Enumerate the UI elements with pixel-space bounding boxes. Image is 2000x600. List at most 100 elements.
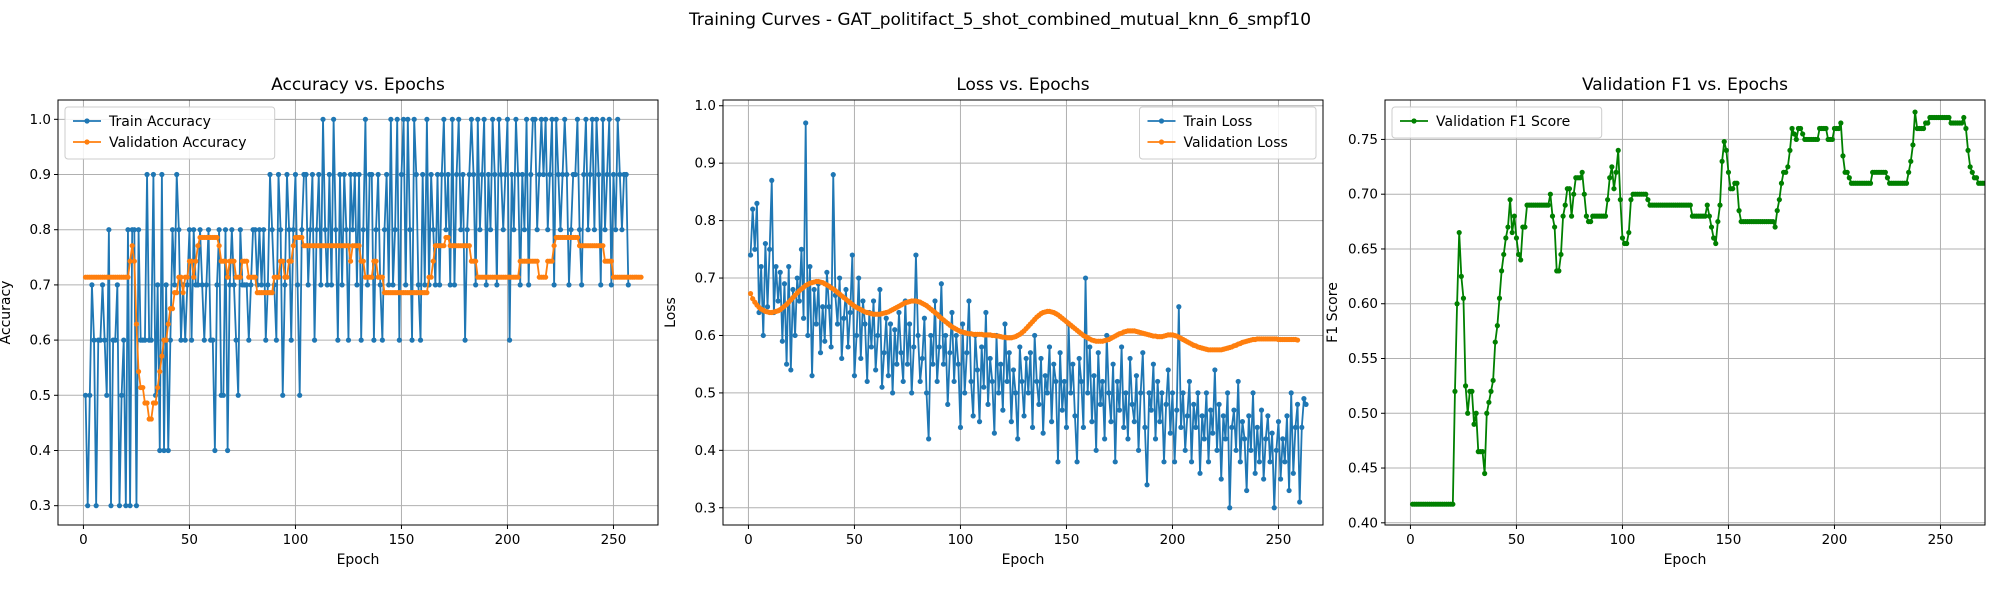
chart-1-series-0-point [1072, 413, 1078, 419]
chart-0-series-0-point [613, 227, 619, 233]
chart-0-series-0-point [602, 227, 608, 233]
chart-1-series-0-point [887, 321, 894, 327]
chart-1-series-0-point [1199, 413, 1205, 419]
chart-0-series-0-point [150, 171, 157, 178]
chart-0-series-0-point [485, 171, 491, 178]
chart-0-series-1-point [608, 258, 614, 264]
chart-2-series-0-point [1967, 164, 1973, 170]
chart-0-series-0-point [93, 503, 99, 509]
chart-0-series-1-point [534, 258, 540, 264]
chart-2-series-0-point [1969, 169, 1975, 175]
chart-2-series-0-point [1725, 169, 1732, 175]
chart-2-series-0-point [1492, 339, 1498, 345]
chart-1-series-0-point [1231, 407, 1237, 413]
chart-2-series-0-point [1503, 235, 1509, 241]
chart-1-series-0-point [981, 384, 987, 390]
chart-0-series-0-point [381, 227, 388, 233]
chart-1-series-0-point [747, 252, 754, 258]
chart-0-series-0-point [176, 227, 182, 233]
chart-0-series-0-point [547, 171, 553, 178]
chart-0-series-1-point [165, 321, 171, 327]
chart-0-series-0-point [265, 282, 271, 288]
chart-0-series-0-point [439, 171, 445, 178]
chart-1-series-0-point [873, 367, 879, 373]
chart-0-series-0-point [358, 337, 364, 343]
loss-chart: Loss vs. Epochs 0 50 100 150 200 250 0.3 0.4 0.5 0… [663, 75, 1324, 568]
chart-0-series-0-point [106, 227, 112, 233]
chart-0-y-tick-label: 0.9 [30, 167, 51, 183]
chart-0-series-1-point [131, 258, 137, 264]
chart-2-series-0-point [1844, 169, 1850, 175]
chart-0-series-1-point [169, 306, 176, 312]
chart-0-series-0-point [509, 171, 515, 178]
chart-0-series-0-point [169, 227, 176, 233]
chart-2-series-0-point [1838, 120, 1844, 126]
chart-2-x-tick-label: 0 [1406, 532, 1415, 548]
chart-1-series-0-point [1224, 390, 1231, 396]
chart-0-series-0-point [468, 116, 475, 122]
chart-1-series-0-point [1216, 401, 1222, 407]
chart-0-series-0-point [400, 116, 407, 122]
chart-0-series-1-point [600, 243, 606, 249]
chart-0-series-0-point [451, 282, 458, 288]
chart-0-series-0-point [390, 282, 396, 288]
chart-2-series-0-point [1624, 240, 1630, 247]
chart-0-series-0-point [591, 227, 598, 233]
chart-0-series-0-point [333, 227, 339, 233]
chart-2-series-0-point [1982, 180, 1985, 186]
chart-0-legend-label: Train Accuracy [108, 114, 211, 130]
chart-0-series-1-point [441, 243, 447, 249]
chart-0-legend-box [64, 106, 276, 160]
chart-1-series-0-point [934, 378, 940, 385]
chart-2-series-0-point [1460, 295, 1467, 301]
chart-1-series-0-point [974, 367, 981, 373]
chart-0-series-0-point [519, 171, 525, 178]
chart-0-series-0-point [345, 337, 352, 343]
chart-0-series-0-point [553, 116, 559, 122]
chart-1-series-0-point [762, 240, 769, 247]
chart-1-series-0-point [1214, 447, 1220, 453]
chart-1-series-0-point [1055, 459, 1061, 465]
chart-0-series-0-point [159, 171, 165, 178]
chart-0-series-1-point [133, 321, 140, 327]
chart-0-series-0-point [608, 282, 614, 288]
chart-0-series-1-point [214, 234, 220, 241]
chart-0-series-0-point [409, 337, 415, 343]
chart-1-x-tick-label: 200 [1160, 532, 1186, 548]
chart-0-series-1-point [515, 274, 521, 280]
chart-0-series-0-point [411, 116, 417, 122]
chart-1-series-0-point [1235, 378, 1241, 385]
chart-0-series-0-point [220, 392, 226, 398]
chart-1-series-0-point [1265, 413, 1271, 419]
chart-0-series-0-point [559, 171, 566, 178]
chart-0-series-0-point [119, 392, 125, 398]
chart-1-series-0-point [1191, 401, 1197, 407]
chart-0-series-0-point [273, 337, 279, 343]
chart-0-series-0-point [102, 337, 108, 343]
chart-1-series-0-point [932, 298, 938, 304]
chart-1-series-0-point [870, 298, 877, 304]
chart-0-y-tick-label: 0.4 [30, 443, 51, 459]
chart-2-series-0-point [1513, 235, 1520, 241]
chart-1-series-0-point [1248, 447, 1254, 453]
chart-1-series-0-point [951, 378, 957, 385]
chart-0-series-0-point [299, 227, 305, 233]
chart-1-series-0-point [1015, 436, 1021, 442]
chart-1-series-0-point [1280, 436, 1286, 442]
chart-2-series-0-point [1961, 114, 1967, 121]
chart-1-series-0-point [1273, 447, 1279, 453]
chart-0-series-0-point [572, 171, 578, 178]
chart-0-series-0-point [133, 503, 140, 509]
chart-1-series-0-point [1017, 344, 1023, 350]
chart-0-series-0-point [583, 116, 589, 122]
chart-0-series-0-point [502, 171, 508, 178]
chart-0-series-0-point [339, 282, 345, 288]
chart-1-legend-marker [1158, 139, 1165, 145]
chart-0-series-0-point [362, 116, 369, 122]
chart-0-series-0-point [422, 282, 428, 288]
chart-2-series-0-point [1505, 224, 1511, 230]
chart-1-series-0-point [1144, 482, 1150, 488]
chart-1-series-0-point [856, 275, 862, 281]
chart-1-series-0-point [998, 361, 1004, 367]
chart-2-series-0-point [1509, 229, 1515, 236]
